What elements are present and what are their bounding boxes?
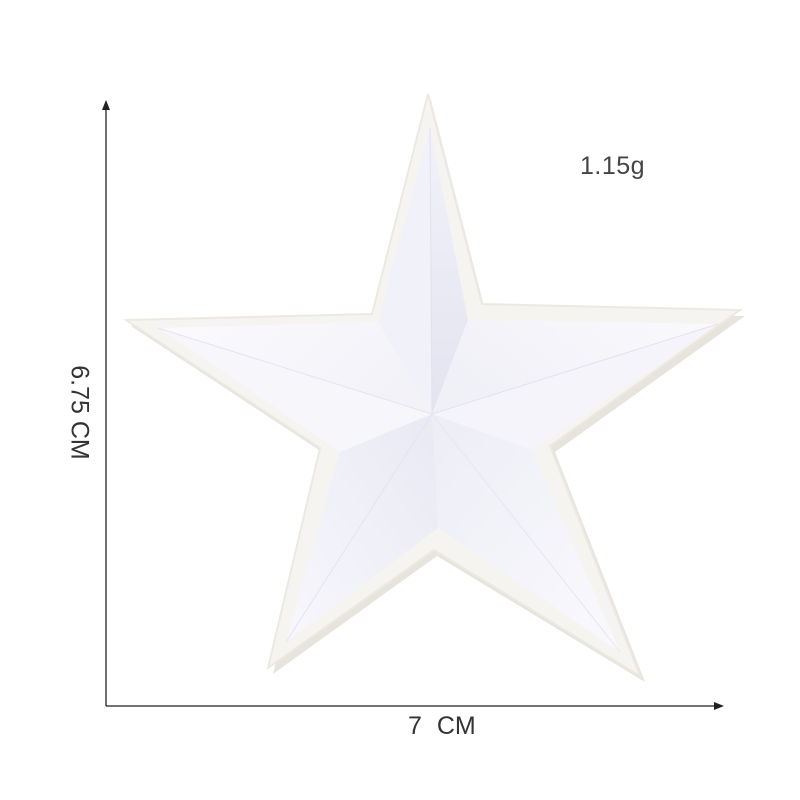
- width-axis-arrow-icon: [714, 702, 724, 710]
- height-label: 6.75 CM: [65, 343, 94, 483]
- width-label: 7 CM: [408, 712, 476, 741]
- weight-label: 1.15g: [580, 152, 645, 181]
- star-patch: [126, 94, 745, 682]
- height-axis-arrow-icon: [102, 100, 110, 110]
